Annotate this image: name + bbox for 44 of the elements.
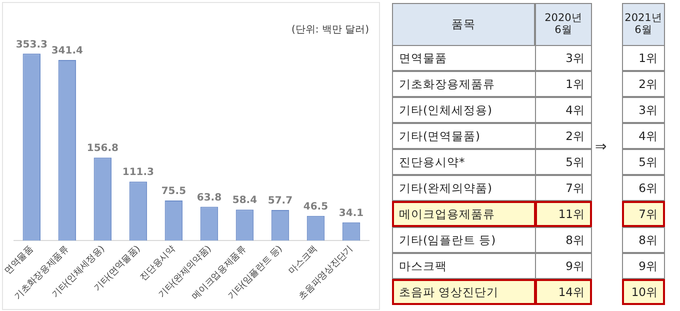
data-label: 3위 (622, 97, 665, 123)
series-label: 2021년 6월 (622, 3, 665, 46)
data-label: 156.8 (86, 143, 119, 154)
data-label: 4위 (535, 97, 592, 123)
data-label: 2위 (535, 123, 592, 149)
data-label: 14위 (535, 279, 592, 305)
data-label: 4위 (622, 123, 665, 149)
data-label: 3위 (535, 45, 592, 71)
data-label: 46.5 (303, 201, 328, 212)
text: 품목 (392, 3, 535, 46)
category-label: 기타(임플란트 등) (392, 227, 536, 253)
data-label: 11위 (535, 201, 592, 227)
data-label: 2위 (622, 71, 665, 97)
data-label: 63.8 (196, 192, 222, 204)
data-label: 341.4 (51, 46, 84, 57)
data-label: 34.1 (338, 208, 364, 220)
data-label: 75.5 (161, 186, 186, 198)
data-label: 5위 (622, 149, 665, 175)
data-label: 7위 (622, 201, 665, 227)
category-label: 기타(인체세정용) (392, 97, 536, 123)
text: ⇒ (595, 139, 607, 155)
data-label: 57.7 (268, 196, 293, 207)
data-label: 1위 (535, 71, 592, 97)
data-label: 353.3 (16, 39, 48, 50)
category-label: 면역물품 (392, 45, 536, 71)
series-label: 2020년 6월 (535, 3, 592, 46)
category-label: 기타(면역물품) (392, 123, 536, 149)
data-label: 5위 (535, 149, 592, 175)
text: (단위: 백만 달러) (291, 24, 370, 36)
data-label: 8위 (535, 227, 592, 253)
data-label: 111.3 (122, 167, 154, 178)
category-label: 메이크업용제품류 (392, 201, 536, 227)
data-label: 9위 (535, 253, 592, 279)
data-label: 1위 (622, 45, 665, 71)
category-label: 기초화장용제품류 (392, 71, 536, 97)
data-label: 6위 (622, 175, 665, 201)
data-label: 8위 (622, 227, 665, 253)
data-label: 58.4 (232, 195, 258, 206)
data-label: 10위 (622, 279, 665, 305)
category-label: 기타(완제의약품) (392, 175, 536, 201)
category-label: 초음파 영상진단기 (392, 279, 536, 305)
data-label: 7위 (535, 175, 592, 201)
data-label: 9위 (622, 253, 665, 279)
category-label: 진단용시약* (392, 149, 536, 175)
